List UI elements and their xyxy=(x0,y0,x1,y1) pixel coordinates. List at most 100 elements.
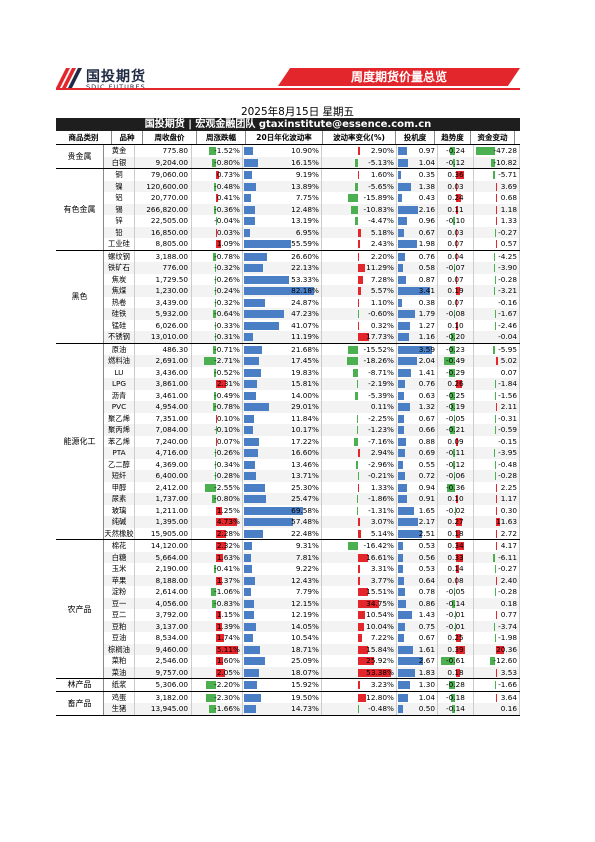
cell-value: 15,905.00 xyxy=(150,528,188,538)
cell-value: 12.80% xyxy=(366,692,394,702)
cell-value: -5.95 xyxy=(498,344,517,354)
value-bar xyxy=(455,437,458,446)
cell-value: 0.73% xyxy=(216,170,240,179)
cell-value: 15.81% xyxy=(291,379,319,388)
table-row: 铁矿石 776.00 -0.32% 22.13% 11.29% 0.58 -0.07 -3.9… xyxy=(104,262,520,274)
table-row: LU 3,436.00 -0.52% 19.83% -8.71% 1.41 -0.29 0.0… xyxy=(104,366,520,378)
table-cell: 4.17 xyxy=(474,540,520,552)
table-cell: 14,120.00 xyxy=(135,540,192,552)
value-bar xyxy=(214,333,216,341)
cell-value: -1.66 xyxy=(498,680,517,689)
cell-value: PTA xyxy=(112,448,126,457)
column-header: 品种 xyxy=(112,131,143,144)
value-bar xyxy=(452,460,456,469)
value-bar xyxy=(244,437,259,446)
cell-value: -0.26% xyxy=(214,274,240,284)
category-label: 畜产品 xyxy=(56,691,104,715)
value-bar xyxy=(216,240,221,248)
cell-value: 1,395.00 xyxy=(155,517,189,526)
table-cell: 乙二醇 xyxy=(104,458,135,470)
cell-value: 11.63 xyxy=(496,517,517,526)
table-cell: 8,534.00 xyxy=(135,632,192,644)
cell-value: 苹果 xyxy=(111,575,127,585)
table-cell: 0.64 xyxy=(397,574,438,586)
cell-value: -0.19 xyxy=(446,402,465,411)
cell-value: 1.32 xyxy=(418,402,435,411)
cell-value: -3.95 xyxy=(498,448,517,457)
cell-value: 锡 xyxy=(115,204,123,214)
table-cell: 19.50% xyxy=(243,691,322,703)
table-cell: -1.66% xyxy=(192,703,243,715)
table-cell: 16.60% xyxy=(243,447,322,459)
table-cell: 3,439.00 xyxy=(135,296,192,308)
cell-value: -0.15 xyxy=(498,436,517,446)
table-cell: 0.76 xyxy=(397,250,438,262)
cell-value: 29.01% xyxy=(291,402,319,411)
table-cell: 1.17 xyxy=(474,493,520,505)
cell-value: 47.23% xyxy=(291,309,319,318)
value-bar xyxy=(206,681,216,689)
cell-value: 生猪 xyxy=(111,704,127,713)
cell-value: 7,351.00 xyxy=(155,413,189,423)
cell-value: 天然橡胶 xyxy=(104,528,134,538)
table-cell: 铁矿石 xyxy=(104,262,135,274)
cell-value: -0.48% xyxy=(368,704,394,713)
value-bar xyxy=(212,252,216,261)
cell-value: 4.73% xyxy=(216,517,240,526)
cell-value: -0.29 xyxy=(446,367,465,377)
value-bar xyxy=(216,194,218,202)
value-bar xyxy=(495,403,497,411)
cell-value: 2.94% xyxy=(370,448,394,457)
table-cell: 天然橡胶 xyxy=(104,527,135,539)
cell-value: 0.09 xyxy=(447,436,464,446)
cell-value: -0.18 xyxy=(446,692,465,702)
table-cell: PTA xyxy=(104,447,135,459)
value-bar xyxy=(398,264,404,272)
cell-value: -0.14 xyxy=(446,704,465,713)
table-cell: 0.67 xyxy=(397,632,438,644)
table-cell: 0.03 xyxy=(438,180,474,192)
table-cell: -4.47% xyxy=(322,215,397,227)
cell-value: 15.92% xyxy=(291,680,319,689)
cell-value: 焦煤 xyxy=(111,286,127,295)
table-cell: -8.71% xyxy=(322,366,397,378)
cell-value: -0.06 xyxy=(446,471,465,480)
table-cell: 3.59 xyxy=(397,343,438,355)
cell-value: 1,211.00 xyxy=(155,505,189,515)
value-bar xyxy=(216,611,222,619)
cell-value: 17.45% xyxy=(291,356,319,365)
cell-value: 2,190.00 xyxy=(155,564,189,573)
table-cell: 5.11% xyxy=(192,643,243,655)
value-bar xyxy=(495,645,504,654)
cell-value: -15.89% xyxy=(363,193,394,202)
table-cell: -2.71% xyxy=(192,355,243,367)
table-cell: 锡 xyxy=(104,203,135,215)
cell-value: -0.04% xyxy=(214,216,240,225)
value-bar xyxy=(244,599,255,608)
cell-value: 12.19% xyxy=(291,610,319,619)
table-cell: -0.01 xyxy=(438,620,474,632)
value-bar xyxy=(495,529,497,538)
value-bar xyxy=(244,693,261,702)
cell-value: 棉花 xyxy=(111,541,127,550)
cell-value: -0.28 xyxy=(446,680,465,689)
value-bar xyxy=(398,205,419,214)
table-cell: 15.51% xyxy=(322,586,397,598)
cell-value: -0.49 xyxy=(446,356,465,365)
cell-value: 豆二 xyxy=(111,610,127,619)
cell-value: -16.42% xyxy=(363,541,394,550)
cell-value: 17.22% xyxy=(291,436,319,446)
cell-value: 1.17 xyxy=(500,494,517,503)
table-cell: 15.84% xyxy=(322,643,397,655)
table-cell: -3.90 xyxy=(474,262,520,274)
value-bar xyxy=(455,252,457,261)
table-cell: 55.59% xyxy=(243,238,322,250)
table-cell: 4.73% xyxy=(192,516,243,528)
table-cell: -0.36% xyxy=(192,203,243,215)
cell-value: 豆油 xyxy=(111,633,127,642)
value-bar xyxy=(495,668,497,677)
cell-value: -0.60% xyxy=(368,309,394,318)
value-bar xyxy=(493,171,496,179)
cell-value: 22.13% xyxy=(291,263,319,272)
value-bar xyxy=(216,634,224,642)
